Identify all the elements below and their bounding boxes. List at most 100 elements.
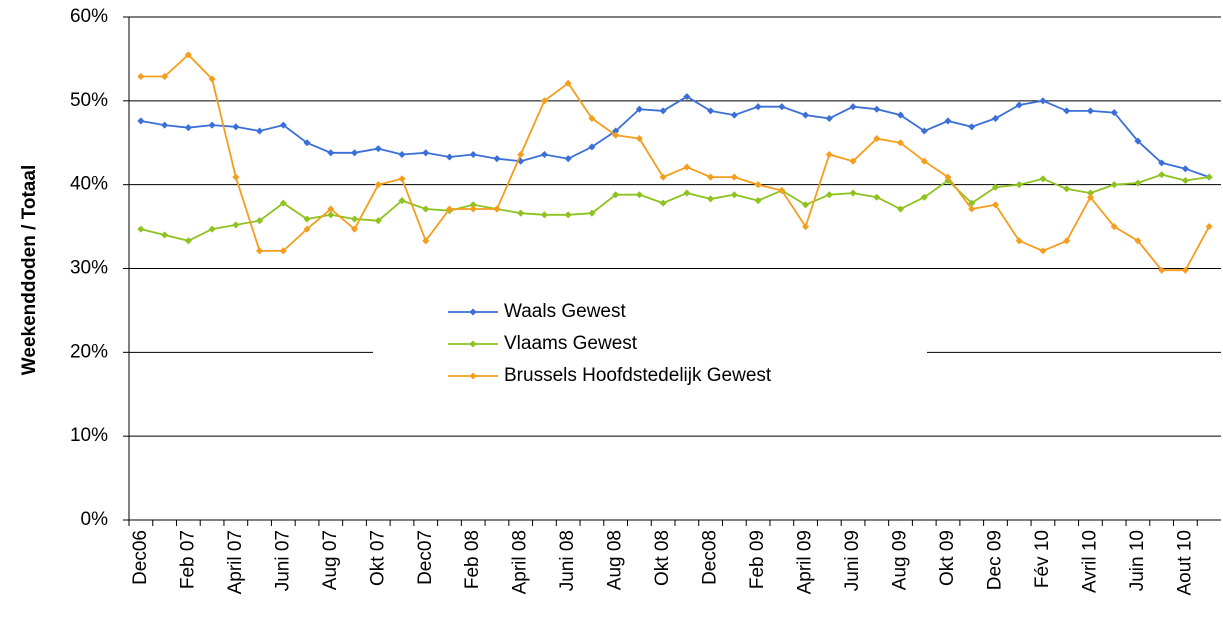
x-tick-label: Dec07 — [415, 530, 436, 585]
data-point — [778, 186, 786, 195]
data-point — [944, 117, 952, 125]
data-point — [445, 153, 454, 161]
data-point — [849, 103, 857, 111]
data-point — [279, 199, 287, 207]
data-point — [1039, 247, 1047, 255]
data-point — [350, 149, 359, 157]
data-point — [968, 199, 976, 207]
data-point — [802, 201, 810, 209]
data-point — [1158, 171, 1166, 179]
data-point — [161, 121, 169, 129]
data-point — [1063, 107, 1071, 115]
x-tick-label: April 07 — [225, 530, 246, 594]
data-point — [1086, 107, 1094, 115]
legend: Waals Gewest Vlaams Gewest Brussels Hoofds… — [373, 290, 927, 395]
data-point — [184, 51, 192, 59]
data-point — [469, 150, 477, 159]
data-point — [137, 117, 145, 125]
data-point — [849, 157, 857, 165]
data-point — [256, 127, 264, 135]
x-tick-label: Aug 07 — [320, 530, 341, 590]
x-tick-label: April 08 — [510, 530, 531, 594]
data-point — [564, 211, 572, 219]
data-point — [540, 97, 548, 105]
data-point — [991, 201, 1000, 209]
x-tick-label: Juni 08 — [557, 530, 578, 591]
data-point — [161, 231, 169, 239]
x-tick-label: Dec 09 — [984, 530, 1005, 590]
x-tick-label: Juni 09 — [842, 530, 863, 591]
data-point — [635, 135, 643, 143]
data-point — [279, 247, 287, 255]
data-point — [374, 145, 382, 153]
x-tick-label: Dec06 — [130, 530, 151, 585]
data-point — [1205, 223, 1213, 231]
data-point — [1110, 181, 1118, 189]
data-point — [778, 103, 786, 111]
x-tick-label: Aout 10 — [1174, 530, 1195, 596]
data-point — [303, 139, 311, 147]
data-point — [1063, 185, 1071, 193]
data-point — [849, 189, 857, 197]
data-point — [540, 211, 548, 219]
data-point — [683, 163, 691, 171]
data-point — [469, 201, 477, 209]
data-point — [517, 150, 525, 159]
data-point — [825, 191, 833, 199]
data-point — [683, 189, 691, 197]
data-point — [802, 111, 810, 119]
data-point — [1181, 165, 1189, 173]
legend-marker — [469, 372, 477, 380]
data-point — [208, 225, 216, 233]
data-point — [1015, 181, 1023, 189]
y-tick-label: 50% — [70, 90, 108, 111]
data-point — [754, 197, 762, 205]
data-point — [659, 173, 667, 181]
data-point — [802, 223, 810, 231]
x-tick-label: Aug 09 — [890, 530, 911, 590]
x-tick-label: April 09 — [795, 530, 816, 594]
series-line — [140, 53, 1210, 272]
data-point — [588, 209, 596, 217]
data-point — [659, 107, 667, 115]
data-point — [730, 191, 738, 199]
x-tick-label: Fév 10 — [1032, 530, 1053, 588]
data-point — [256, 247, 264, 255]
data-point — [469, 205, 477, 213]
data-point — [612, 127, 620, 135]
data-point — [588, 114, 596, 122]
data-point — [327, 149, 335, 157]
data-point — [968, 205, 976, 213]
data-point — [493, 205, 501, 213]
x-tick-label: Okt 09 — [937, 530, 958, 586]
legend-label: Brussels Hoofdstedelijk Gewest — [504, 365, 772, 386]
data-point — [184, 124, 192, 132]
data-point — [730, 111, 738, 119]
x-tick-label: Feb 07 — [177, 530, 198, 589]
data-point — [137, 72, 145, 81]
data-point — [683, 93, 691, 101]
data-point — [493, 155, 501, 163]
data-point — [635, 105, 643, 113]
data-point — [968, 123, 976, 131]
data-point — [659, 199, 667, 207]
data-point — [896, 111, 905, 119]
data-point — [873, 135, 881, 143]
x-tick-label: Okt 08 — [652, 530, 673, 586]
data-point — [208, 121, 216, 129]
data-point — [422, 149, 430, 157]
data-point — [730, 173, 738, 181]
y-tick-label: 10% — [70, 425, 108, 446]
data-point — [232, 173, 240, 181]
data-point — [1015, 237, 1023, 245]
data-point — [327, 211, 335, 219]
data-point — [1039, 175, 1047, 183]
data-point — [445, 205, 454, 213]
data-point — [588, 143, 596, 151]
data-point — [422, 237, 430, 245]
data-point — [873, 193, 881, 201]
series-line — [140, 173, 1210, 242]
y-axis-title: Weekenddoden / Totaal — [19, 165, 40, 375]
data-point — [1181, 266, 1189, 274]
